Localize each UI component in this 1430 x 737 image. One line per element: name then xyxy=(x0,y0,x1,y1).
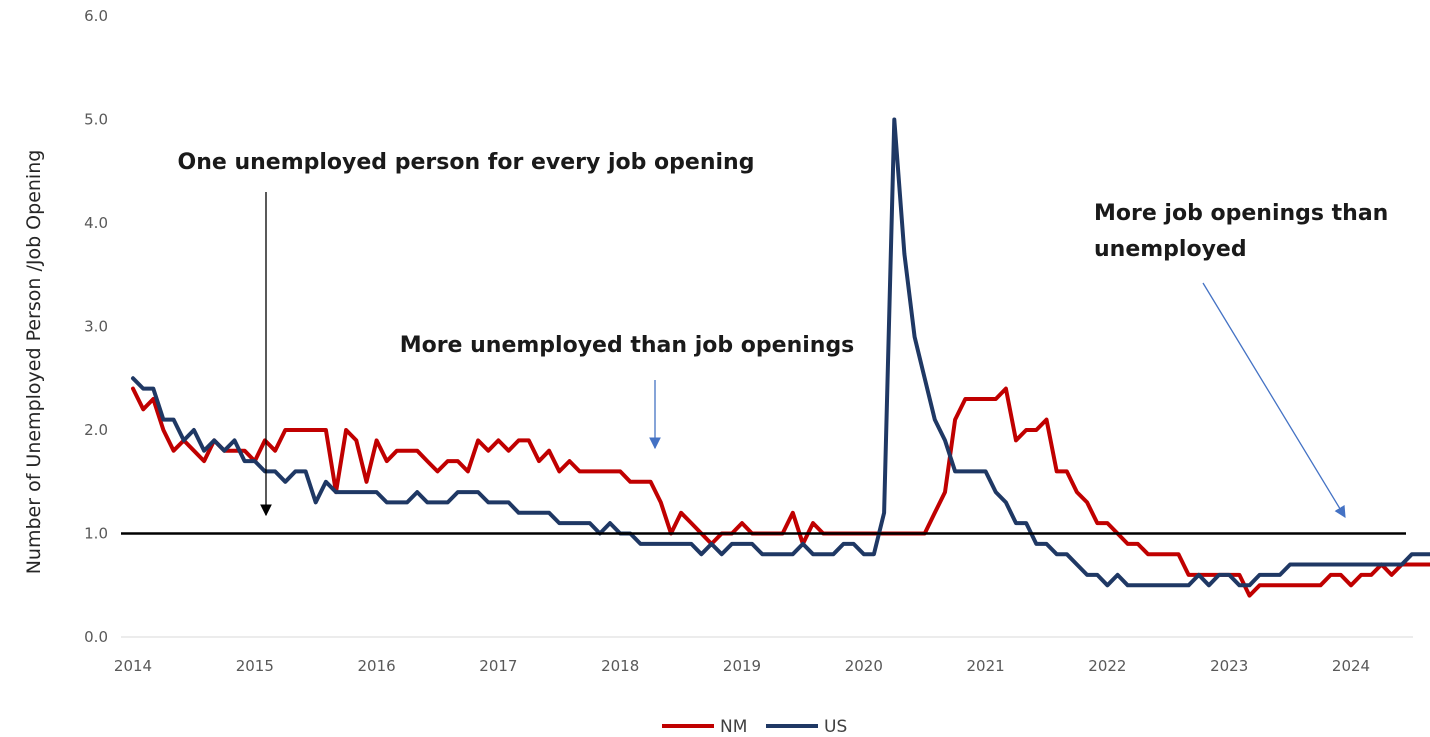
x-tick-label: 2016 xyxy=(358,657,396,675)
annotation-one-unemployed: One unemployed person for every job open… xyxy=(178,150,755,175)
series-line-us xyxy=(131,117,1430,588)
y-tick-label: 4.0 xyxy=(84,214,108,232)
annotation-line: unemployed xyxy=(1094,237,1247,262)
legend: NM US xyxy=(662,717,847,737)
y-tick-label: 6.0 xyxy=(84,7,108,25)
x-tick-label: 2017 xyxy=(479,657,517,675)
x-tick-label: 2021 xyxy=(967,657,1005,675)
annotation-more-openings: More job openings than unemployed xyxy=(1094,201,1388,262)
x-tick-label: 2014 xyxy=(114,657,152,675)
x-tick-label: 2020 xyxy=(845,657,883,675)
x-tick-label: 2018 xyxy=(601,657,639,675)
y-tick-label: 1.0 xyxy=(84,525,108,543)
y-tick-label: 0.0 xyxy=(84,628,108,646)
x-tick-label: 2022 xyxy=(1088,657,1126,675)
y-tick-label: 5.0 xyxy=(84,111,108,129)
y-tick-labels: 0.0 1.0 2.0 3.0 4.0 5.0 6.0 xyxy=(84,7,108,646)
annotation-line: More job openings than xyxy=(1094,201,1388,226)
y-tick-label: 2.0 xyxy=(84,421,108,439)
x-tick-label: 2023 xyxy=(1210,657,1248,675)
series-line-nm xyxy=(131,386,1430,598)
x-tick-label: 2024 xyxy=(1332,657,1370,675)
annotation-arrow-blue-2 xyxy=(1202,282,1346,519)
y-tick-label: 3.0 xyxy=(84,318,108,336)
x-tick-labels: 2014 2015 2016 2017 2018 2019 2020 2021 2022 2023… xyxy=(114,657,1370,675)
y-axis-label: Number of Unemployed Person /Job Opening xyxy=(23,150,45,575)
legend-nm-label: NM xyxy=(720,717,747,737)
annotation-more-unemployed: More unemployed than job openings xyxy=(400,333,855,358)
x-tick-label: 2015 xyxy=(236,657,274,675)
x-tick-label: 2019 xyxy=(723,657,761,675)
legend-us-label: US xyxy=(824,717,847,737)
